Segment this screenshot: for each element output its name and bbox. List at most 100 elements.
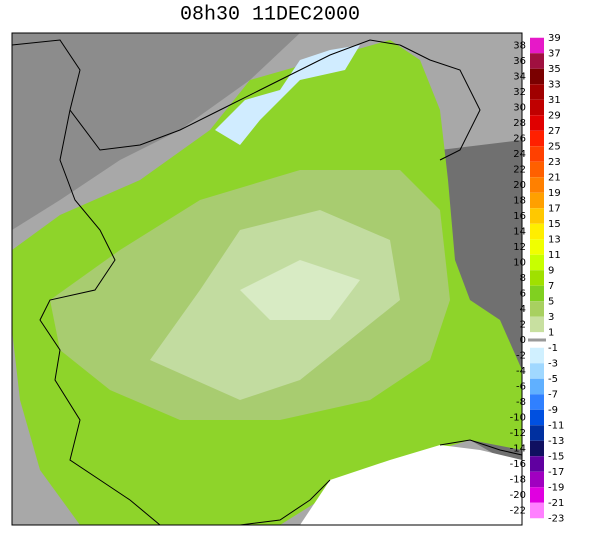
colorbar-label: 1 [548,327,554,338]
colorbar-band [530,192,544,209]
colorbar-band [530,146,544,162]
colorbar-label: 39 [548,33,561,44]
colorbar-band [530,471,544,488]
colorbar-band [530,99,544,116]
colorbar-label: -18 [510,475,526,486]
colorbar-band [530,239,544,255]
title: 08h30 11DEC2000 [180,3,360,26]
colorbar-label: 13 [548,234,561,245]
colorbar-label: 9 [548,265,554,276]
colorbar-band [530,161,544,178]
colorbar-label: -11 [548,420,564,431]
colorbar-label: 35 [548,64,561,75]
colorbar-band [530,37,544,54]
colorbar-label: 32 [513,87,526,98]
colorbar-band [530,285,544,302]
colorbar-band [530,84,544,100]
colorbar-band [530,440,544,457]
colorbar-band [530,53,544,69]
colorbar-label: 37 [548,48,561,59]
colorbar-band [530,409,544,426]
colorbar-label: -14 [510,444,526,455]
colorbar-label: 25 [548,141,561,152]
colorbar-band [530,487,544,503]
colorbar-band [530,378,544,395]
mountains [12,33,300,230]
colorbar-band [530,223,544,240]
colorbar-label: 29 [548,110,561,121]
colorbar-label: -16 [510,459,526,470]
colorbar-label: -5 [548,374,558,385]
colorbar-label: -9 [548,405,558,416]
colorbar-band [530,270,544,286]
colorbar-label: 4 [520,304,526,315]
colorbar-band [530,115,544,131]
colorbar-label: 24 [513,149,526,160]
colorbar-label: -2 [516,351,526,362]
colorbar-label: -7 [548,389,558,400]
colorbar-label: 17 [548,203,561,214]
map-frame [11,32,523,526]
colorbar-label: 0 [520,335,526,346]
colorbar-label: -15 [548,451,564,462]
borders [11,39,523,526]
sea [300,445,522,525]
colorbar-label: -3 [548,358,558,369]
colorbar-label: 22 [513,165,526,176]
colorbar-label: 36 [513,56,526,67]
snow [215,45,360,145]
colorbar-band [530,425,544,441]
colorbar-band [530,347,544,364]
colorbar-label: 19 [548,188,561,199]
colorbar-label: 21 [548,172,561,183]
colorbar-label: -1 [548,343,558,354]
colorbar-label: 18 [513,196,526,207]
colorbar-band [530,363,544,379]
colorbar-label: 8 [520,273,526,284]
colorbar-band [530,254,544,271]
colorbar-label: 34 [513,72,526,83]
colorbar-label: -20 [510,490,526,501]
colorbar-label: -13 [548,436,564,447]
colorbar-label: 15 [548,219,561,230]
colorbar-label: -17 [548,467,564,478]
colorbar-label: 31 [548,95,561,106]
colorbar-label: 5 [548,296,554,307]
colorbar-label: 28 [513,118,526,129]
colorbar-band [530,68,544,85]
colorbar-label: 16 [513,211,526,222]
core-field [240,260,360,320]
colorbar-band [530,502,544,519]
colorbar: 38363432302826242220181614121086420-2-4-… [510,33,565,525]
colorbar-label: -6 [516,382,526,393]
colorbar-label: 30 [513,103,526,114]
colorbar-label: 12 [513,242,526,253]
colorbar-band [530,208,544,224]
colorbar-band [530,301,544,317]
colorbar-label: 26 [513,134,526,145]
colorbar-label: 33 [548,79,561,90]
colorbar-label: 3 [548,312,554,323]
colorbar-label: 14 [513,227,526,238]
colorbar-label: 20 [513,180,526,191]
map [11,32,523,526]
colorbar-band [530,130,544,147]
colorbar-label: -8 [516,397,526,408]
colorbar-label: 6 [520,289,526,300]
colorbar-label: 2 [520,320,526,331]
colorbar-label: -23 [548,513,564,524]
colorbar-label: -22 [510,506,526,517]
colorbar-label: -19 [548,482,564,493]
colorbar-band [530,316,544,333]
colorbar-band [530,177,544,193]
colorbar-label: 7 [548,281,554,292]
colorbar-label: 10 [513,258,526,269]
colorbar-label: 38 [513,41,526,52]
colorbar-label: -4 [516,366,526,377]
colorbar-band [530,456,544,472]
colorbar-label: 27 [548,126,561,137]
colorbar-band [530,394,544,410]
colorbar-label: -12 [510,428,526,439]
colorbar-label: 23 [548,157,561,168]
